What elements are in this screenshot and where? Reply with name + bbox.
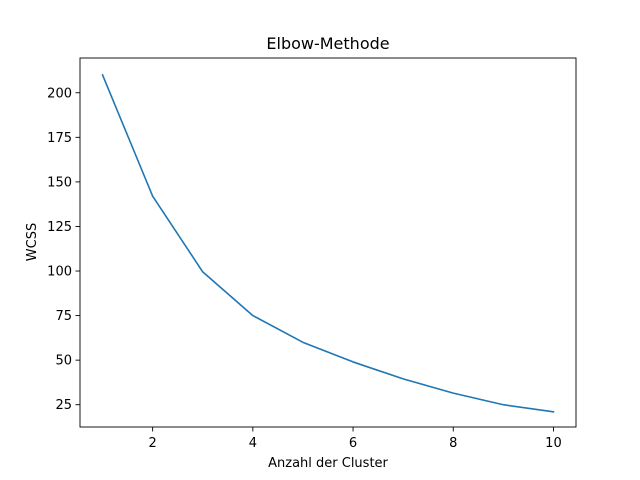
axes-frame <box>79 57 577 428</box>
y-axis-label: WCSS <box>25 223 40 261</box>
y-tick-label: 100 <box>47 265 72 280</box>
y-tick-label: 150 <box>47 175 72 190</box>
axis-ticks: 2 4 6 8 10 25 50 75 100 125 150 175 200 <box>47 86 562 451</box>
plot-area <box>79 57 577 428</box>
series-line-0 <box>101 73 555 413</box>
y-tick-label: 200 <box>47 86 72 101</box>
x-tick-label: 4 <box>249 436 257 451</box>
x-tick-label: 6 <box>349 436 357 451</box>
chart-title: Elbow-Methode <box>266 34 389 53</box>
x-tick-label: 10 <box>545 436 562 451</box>
x-tick-label: 8 <box>449 436 457 451</box>
x-axis-label: Anzahl der Cluster <box>268 456 388 471</box>
y-tick-label: 125 <box>47 220 72 235</box>
y-tick-label: 75 <box>55 309 72 324</box>
y-tick-label: 25 <box>55 398 72 413</box>
y-tick-label: 50 <box>55 354 72 369</box>
x-tick-label: 2 <box>149 436 157 451</box>
y-tick-label: 175 <box>47 131 72 146</box>
